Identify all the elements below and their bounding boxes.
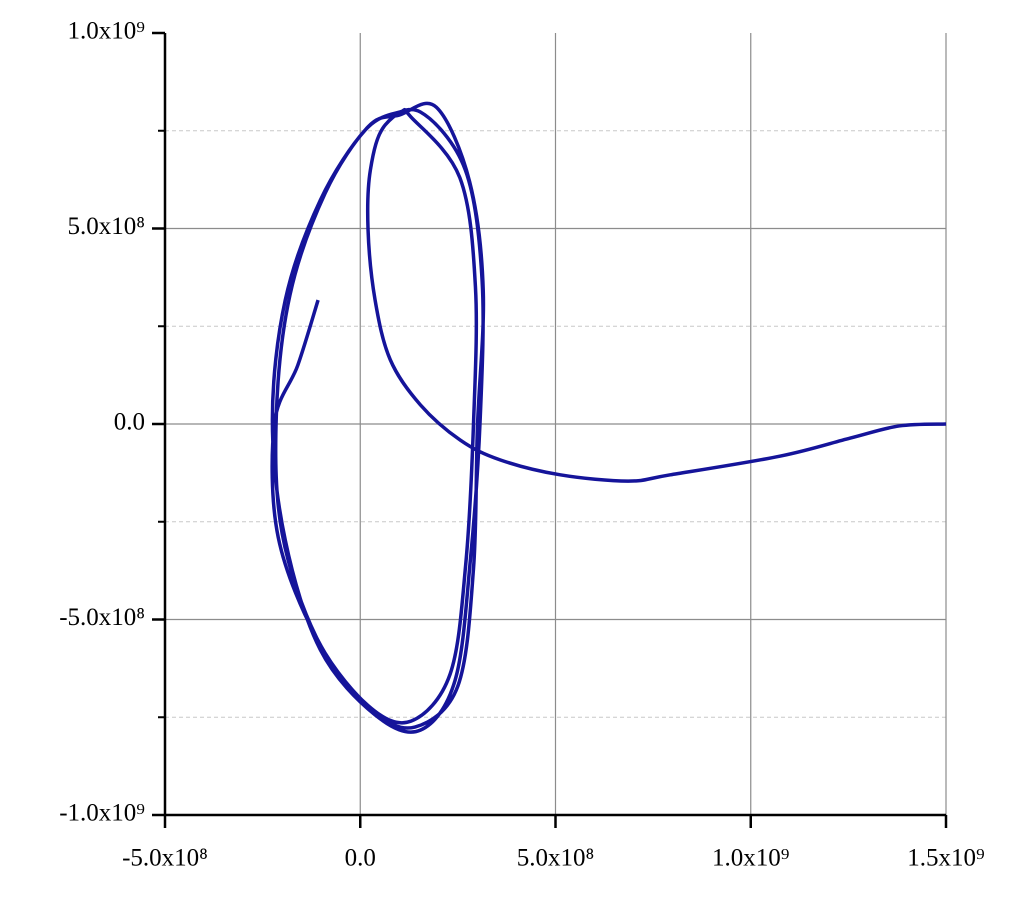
trajectory-line	[270, 101, 947, 734]
y-tick-label: 1.0x10⁹	[68, 18, 145, 45]
y-tick-label: -5.0x10⁸	[59, 604, 145, 631]
y-tick-label: -1.0x10⁹	[59, 800, 145, 827]
x-tick-label: 5.0x10⁸	[517, 845, 594, 872]
x-tick-label: -5.0x10⁸	[122, 845, 208, 872]
x-tick-label: 1.5x10⁹	[907, 845, 984, 872]
y-tick-label: 0.0	[114, 409, 145, 436]
y-tick-label: 5.0x10⁸	[68, 213, 145, 240]
x-tick-label: 0.0	[345, 845, 376, 872]
x-tick-label: 1.0x10⁹	[712, 845, 789, 872]
